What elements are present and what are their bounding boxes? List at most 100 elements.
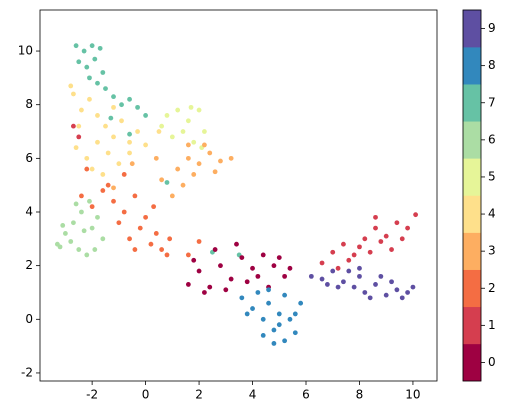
point: [341, 241, 346, 247]
point: [103, 86, 108, 91]
point: [351, 284, 357, 290]
point: [357, 265, 362, 271]
point: [185, 118, 191, 124]
point: [244, 279, 250, 285]
point: [255, 290, 261, 295]
point: [271, 327, 277, 333]
point: [132, 193, 138, 199]
point: [129, 161, 135, 167]
y-tick-label: 8: [25, 97, 33, 111]
point: [143, 113, 148, 118]
point: [196, 239, 202, 244]
colorbar-segment: [462, 46, 482, 85]
point: [111, 104, 116, 110]
point: [405, 290, 410, 295]
point: [121, 172, 127, 177]
point: [159, 177, 165, 183]
colorbar-tick-label: 3: [488, 244, 496, 258]
point: [84, 252, 90, 258]
point: [79, 107, 84, 113]
point: [87, 96, 92, 102]
point: [239, 255, 245, 261]
point: [394, 287, 400, 293]
point: [76, 134, 82, 140]
point: [76, 59, 82, 65]
point: [341, 279, 346, 285]
colorbar-tick-label: 5: [488, 169, 496, 183]
point: [308, 273, 314, 279]
point: [335, 265, 341, 271]
point: [191, 139, 197, 145]
point: [169, 134, 175, 140]
point: [95, 214, 100, 220]
point: [95, 139, 100, 145]
point: [89, 166, 95, 172]
point: [362, 236, 368, 242]
point: [212, 169, 218, 175]
point: [105, 182, 111, 188]
point: [175, 107, 181, 113]
point: [103, 123, 108, 129]
point: [79, 209, 84, 215]
point: [330, 249, 336, 255]
point: [196, 107, 202, 113]
point: [202, 129, 207, 134]
point: [319, 260, 325, 266]
point: [132, 247, 138, 252]
colorbar-tick-label: 1: [488, 318, 496, 332]
point: [250, 265, 255, 271]
point: [73, 201, 79, 207]
point: [73, 43, 79, 49]
point: [127, 139, 132, 145]
y-tick-label: 0: [25, 312, 33, 326]
point: [81, 48, 87, 54]
point: [116, 161, 122, 167]
point: [169, 193, 175, 199]
point: [239, 295, 245, 301]
point: [87, 75, 92, 81]
point: [276, 311, 282, 317]
colorbar-segment: [462, 343, 482, 382]
point: [92, 56, 98, 62]
point: [111, 198, 116, 204]
point: [68, 83, 74, 89]
x-tick-label: 6: [302, 388, 310, 402]
point: [287, 265, 293, 271]
point: [389, 279, 394, 285]
colorbar-tick-label: 6: [488, 132, 496, 146]
point: [143, 214, 148, 220]
colorbar-tick-label: 4: [488, 207, 496, 221]
point: [89, 225, 95, 231]
point: [71, 91, 76, 97]
point: [100, 188, 106, 193]
point: [137, 225, 143, 231]
point: [324, 282, 330, 287]
point: [335, 284, 341, 290]
point: [84, 64, 90, 70]
point: [351, 252, 357, 258]
point: [357, 244, 362, 250]
point: [207, 150, 213, 156]
point: [57, 244, 63, 250]
colorbar-segment: [462, 9, 482, 48]
colorbar-tick-label: 8: [488, 58, 496, 72]
point: [223, 287, 229, 293]
point: [292, 330, 298, 336]
point: [218, 158, 223, 164]
y-tick-label: -2: [21, 365, 33, 379]
point: [100, 236, 106, 242]
point: [367, 249, 373, 255]
point: [282, 273, 288, 279]
point: [185, 282, 191, 287]
point: [319, 276, 325, 282]
point: [108, 115, 114, 121]
x-tick-label: -2: [86, 388, 98, 402]
point: [127, 96, 132, 102]
point: [71, 123, 76, 129]
point: [212, 247, 218, 252]
point: [191, 172, 197, 177]
point: [399, 236, 405, 242]
point: [196, 268, 202, 274]
point: [234, 241, 239, 247]
